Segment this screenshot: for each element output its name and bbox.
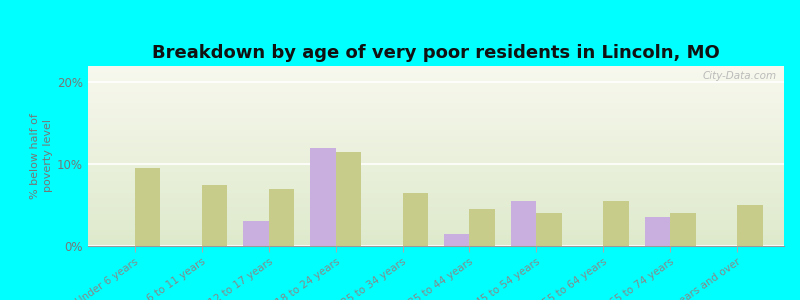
Bar (444, 234, 470, 246)
Text: City-Data.com: City-Data.com (703, 71, 777, 81)
Bar (470, 209, 495, 246)
Bar (135, 168, 160, 246)
Title: Breakdown by age of very poor residents in Lincoln, MO: Breakdown by age of very poor residents … (152, 44, 720, 62)
Bar (269, 189, 294, 246)
Bar (670, 213, 696, 246)
Bar (202, 184, 227, 246)
Y-axis label: % below half of
poverty level: % below half of poverty level (30, 113, 53, 199)
Bar (511, 201, 536, 246)
Bar (402, 193, 428, 246)
Bar (645, 218, 670, 246)
Bar (310, 148, 336, 246)
Bar (536, 213, 562, 246)
Bar (603, 201, 629, 246)
Bar (336, 152, 361, 246)
Bar (737, 205, 762, 246)
Bar (243, 221, 269, 246)
